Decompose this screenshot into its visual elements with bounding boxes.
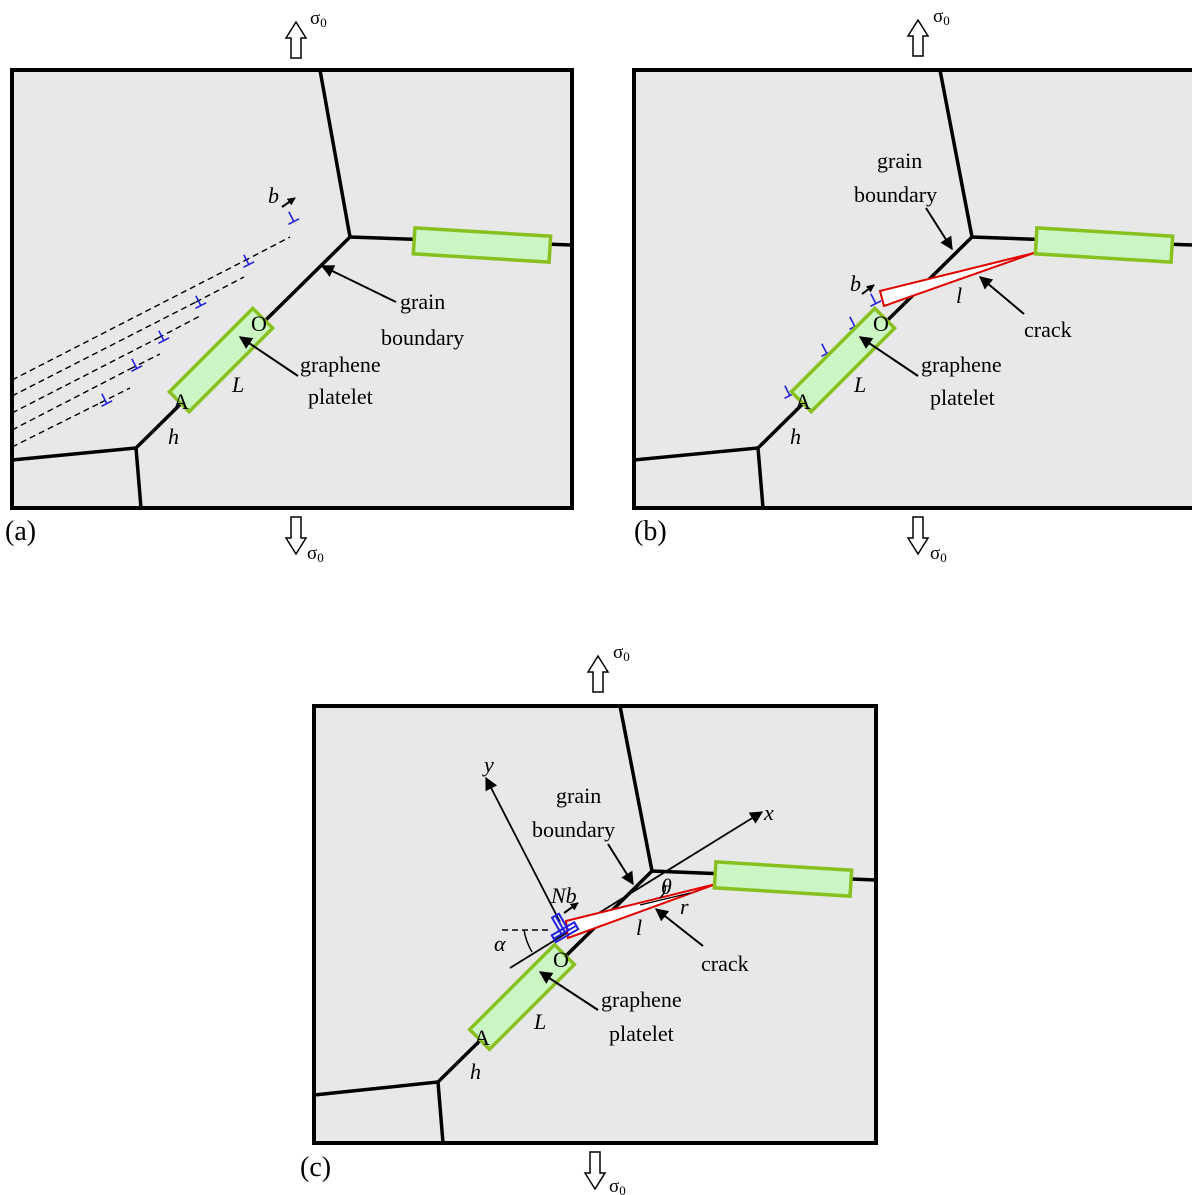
x-axis-label: x [763,800,774,825]
x-axis [509,811,764,969]
dislocation-symbol [158,330,170,345]
platelet-pointer [858,336,919,377]
platelet-length-label: L [853,372,866,397]
burgers-vector-arrow [861,284,875,295]
radius-line [639,892,691,906]
panel-c-tag: (c) [300,1152,331,1183]
grain-boundary-line [756,447,765,509]
platelet-pointer [538,971,599,1011]
panel-c: x y Nb O A L h l θ r α grain boundary cr… [300,642,878,1195]
platelet-label-line1: graphene [601,987,682,1012]
tensile-stress-arrow-bottom [583,1151,607,1191]
grain-boundary-pointer [320,265,397,303]
graphene-platelet-secondary [1033,226,1175,264]
graphene-platelet-secondary [712,860,854,898]
tensile-stress-arrow-top [906,18,930,57]
burgers-vector-label: b [268,183,279,208]
radius-label: r [680,894,689,919]
platelet-thickness-label: h [470,1059,481,1084]
crack-length-label: l [956,283,962,308]
crack-length-label: l [636,915,642,940]
stress-label-top: σ0 [933,6,950,28]
panel-a-tag: (a) [5,516,36,547]
graphene-platelet [467,942,577,1052]
crack-pointer [654,908,704,947]
grain-boundary-label-line1: grain [877,148,922,173]
crack [878,252,1035,308]
grain-boundary-pointer [607,843,634,886]
burgers-vector-label: b [850,271,861,296]
platelet-label-line1: graphene [921,352,1002,377]
grain-boundary-label-line2: boundary [532,817,615,842]
panel-a: b O A L h grain boundary graphene platel… [5,8,574,565]
dislocation-pileup [550,912,580,944]
y-axis-label: y [482,752,494,777]
grain-boundary-pointer [925,207,953,251]
dislocation-symbol [131,358,143,373]
slip-lines [11,260,245,448]
dislocation-symbol [101,393,113,408]
point-a-label: A [474,1025,490,1050]
grain-boundary-line [436,1081,445,1144]
platelet-thickness-label: h [790,424,801,449]
grain-boundary-label-line1: grain [556,783,601,808]
platelet-label-line2: platelet [930,385,995,410]
point-a-label: A [795,389,811,414]
dislocation-symbol [288,211,300,226]
platelet-length-label: L [231,372,244,397]
grain-boundary-line [134,447,143,509]
stress-label-bottom: σ0 [930,543,947,565]
panel-b-tag: (b) [634,516,667,547]
point-o-label: O [873,311,889,336]
panel-a-frame [10,68,574,510]
tensile-stress-arrow-top [586,654,610,693]
tensile-stress-arrow-bottom [906,516,930,556]
graphene-platelet [788,305,898,415]
stress-label-bottom: σ0 [307,543,324,565]
y-axis [485,776,561,923]
dislocation-symbol [870,293,882,308]
burgers-vector-arrow [281,197,296,208]
stress-label-top: σ0 [310,8,327,30]
burgers-vector-arrow [563,902,579,914]
platelet-label-line2: platelet [308,384,373,409]
alpha-label: α [494,931,506,956]
platelet-thickness-label: h [168,424,179,449]
panel-b: b O A L h l grain boundary crack graphen… [632,6,1192,565]
point-o-label: O [251,311,267,336]
dislocation-symbol [243,254,255,269]
point-a-label: A [173,389,189,414]
platelet-length-label: L [533,1009,546,1034]
graphene-platelet-secondary [411,226,553,264]
crack-label: crack [1024,317,1072,342]
stress-label-top: σ0 [613,642,630,664]
burgers-total-label: Nb [550,883,577,908]
tensile-stress-arrow-bottom [284,516,308,556]
dislocation-array [784,293,882,400]
crack-pointer [979,276,1025,315]
theta-arc [659,883,667,899]
crack-label: crack [701,951,749,976]
tensile-stress-arrow-top [284,20,308,59]
point-o-label: O [553,947,569,972]
graphene-platelet [166,305,276,415]
stress-label-bottom: σ0 [609,1176,626,1195]
theta-label: θ [661,874,672,899]
grain-boundary-label-line1: grain [400,289,445,314]
alpha-arc [523,929,533,953]
grain-boundary-label-line2: boundary [854,182,937,207]
platelet-label-line1: graphene [300,352,381,377]
dislocation-symbol [195,295,207,310]
platelet-label-line2: platelet [609,1021,674,1046]
dislocation-array [101,211,300,408]
platelet-pointer [238,336,299,377]
grain-boundary-label-line2: boundary [381,325,464,350]
